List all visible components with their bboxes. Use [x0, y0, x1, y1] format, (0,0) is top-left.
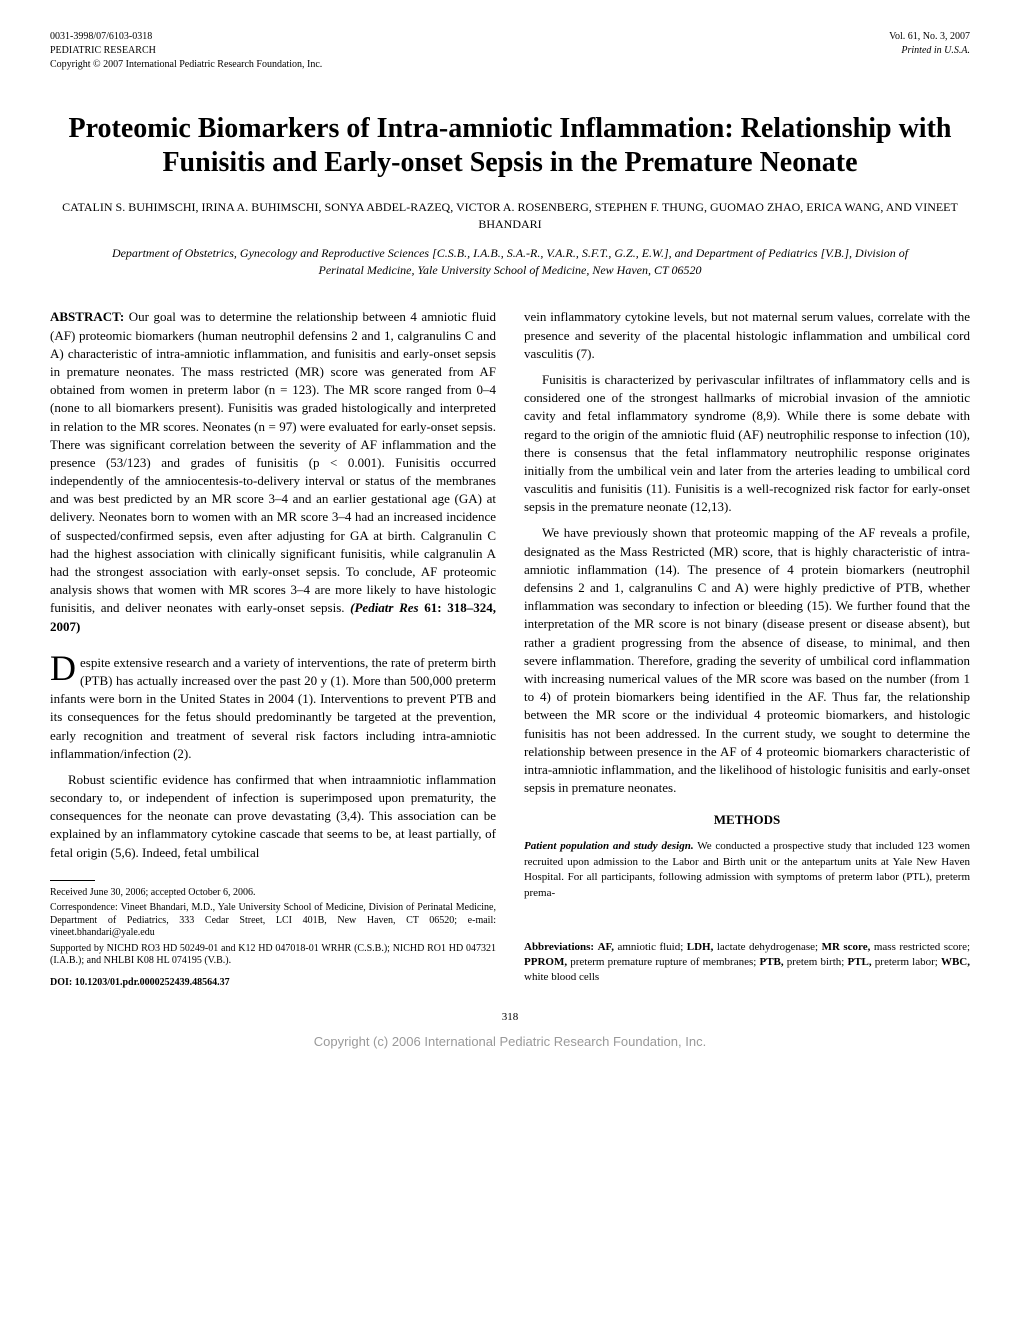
abstract-label: ABSTRACT:	[50, 309, 124, 324]
header-left: 0031-3998/07/6103-0318 PEDIATRIC RESEARC…	[50, 30, 322, 72]
journal-name: PEDIATRIC RESEARCH	[50, 44, 322, 58]
copyright-line: Copyright © 2007 International Pediatric…	[50, 58, 322, 72]
received-date: Received June 30, 2006; accepted October…	[50, 887, 496, 900]
journal-header: 0031-3998/07/6103-0318 PEDIATRIC RESEARC…	[50, 30, 970, 72]
footnote-divider	[50, 880, 95, 881]
right-column: vein inflammatory cytokine levels, but n…	[524, 308, 970, 989]
article-title: Proteomic Biomarkers of Intra-amniotic I…	[50, 112, 970, 179]
methods-header: METHODS	[524, 811, 970, 829]
affiliation: Department of Obstetrics, Gynecology and…	[110, 245, 910, 279]
body-paragraph-4: Funisitis is characterized by perivascul…	[524, 371, 970, 517]
page-number: 318	[50, 1010, 970, 1025]
methods-subheading: Patient population and study design.	[524, 840, 694, 852]
intro-p1-text: espite extensive research and a variety …	[50, 655, 496, 761]
body-paragraph-3: vein inflammatory cytokine levels, but n…	[524, 308, 970, 363]
authors-list: CATALIN S. BUHIMSCHI, IRINA A. BUHIMSCHI…	[50, 199, 970, 233]
abbreviations-box: Abbreviations: AF, amniotic fluid; LDH, …	[524, 940, 970, 985]
abstract-citation-journal: (Pediatr Res	[350, 600, 418, 615]
intro-paragraph-1: Despite extensive research and a variety…	[50, 654, 496, 763]
volume-issue: Vol. 61, No. 3, 2007	[889, 30, 970, 44]
abstract: ABSTRACT: Our goal was to determine the …	[50, 308, 496, 635]
doi: DOI: 10.1203/01.pdr.0000252439.48564.37	[50, 976, 496, 990]
methods-paragraph-1: Patient population and study design. We …	[524, 839, 970, 901]
dropcap: D	[50, 654, 80, 682]
left-column: ABSTRACT: Our goal was to determine the …	[50, 308, 496, 989]
body-paragraph-5: We have previously shown that proteomic …	[524, 524, 970, 797]
funding: Supported by NICHD RO3 HD 50249-01 and K…	[50, 943, 496, 968]
abbreviations-text: Abbreviations: AF, amniotic fluid; LDH, …	[524, 941, 970, 983]
printed-in: Printed in U.S.A.	[889, 44, 970, 58]
journal-id: 0031-3998/07/6103-0318	[50, 30, 322, 44]
intro-paragraph-2: Robust scientific evidence has confirmed…	[50, 771, 496, 862]
copyright-footer: Copyright (c) 2006 International Pediatr…	[50, 1033, 970, 1051]
two-column-layout: ABSTRACT: Our goal was to determine the …	[50, 308, 970, 989]
correspondence: Correspondence: Vineet Bhandari, M.D., Y…	[50, 902, 496, 940]
abstract-body: Our goal was to determine the relationsh…	[50, 309, 496, 615]
header-right: Vol. 61, No. 3, 2007 Printed in U.S.A.	[889, 30, 970, 72]
